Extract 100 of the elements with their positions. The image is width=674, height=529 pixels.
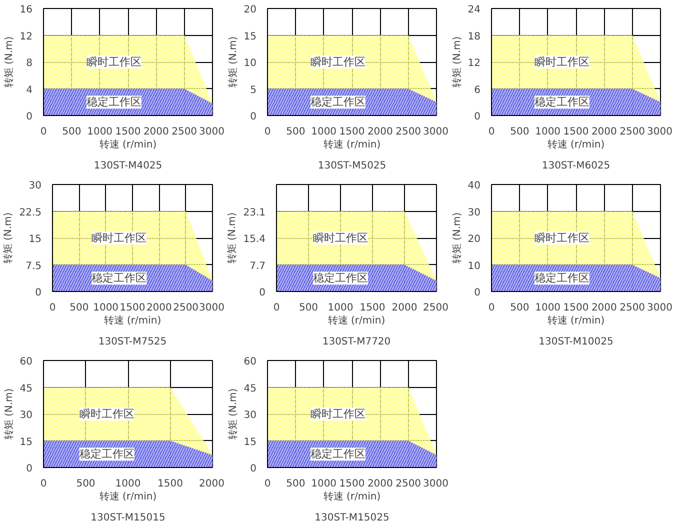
y-tick-label: 16 (20, 4, 33, 16)
series-label: 稳定工作区 (534, 96, 590, 109)
text: 130ST-M5025 (318, 160, 386, 172)
x-tick-label: 1000 (328, 302, 354, 314)
x-axis-title: 转速 (r/min) (99, 490, 157, 502)
y-tick-label: 0 (259, 288, 266, 298)
y-tick-label: 30 (28, 180, 42, 192)
x-tick-label: 2500 (173, 302, 199, 314)
y-tick-label: 15 (28, 234, 42, 245)
y-tick-label: 30 (20, 410, 33, 421)
text: 130ST-M15015 (90, 512, 166, 524)
x-tick-label: 500 (70, 302, 89, 314)
y-tick-label: 4 (26, 84, 33, 96)
x-tick-label: 2000 (367, 126, 393, 138)
y-tick-label: 20 (468, 234, 481, 245)
y-tick-label: 60 (244, 356, 257, 368)
x-tick-label: 2500 (423, 302, 449, 314)
x-tick-label: 500 (510, 302, 530, 314)
series-label: 稳定工作区 (79, 448, 134, 461)
y-tick-label: 22.5 (19, 207, 42, 218)
x-tick-label: 1000 (311, 478, 337, 490)
text: 130ST-M7525 (98, 336, 167, 348)
x-tick-label: 1000 (115, 478, 141, 490)
x-tick-label: 3000 (647, 302, 673, 314)
x-tick-label: 1000 (535, 302, 561, 314)
x-tick-label: 2000 (143, 126, 169, 138)
y-tick-label: 0 (474, 112, 481, 122)
y-tick-label: 40 (468, 180, 481, 192)
series-label: 稳定工作区 (86, 96, 142, 109)
x-tick-label: 500 (510, 126, 530, 138)
text: 130ST-M10025 (538, 336, 614, 348)
y-tick-label: 5 (250, 84, 257, 96)
x-tick-label: 1500 (115, 126, 141, 138)
x-tick-label: 500 (298, 302, 318, 314)
x-tick-label: 500 (62, 126, 82, 138)
y-axis-title: 转矩 (N.m) (226, 212, 238, 264)
x-tick-label: 1500 (120, 302, 146, 314)
y-tick-label: 15 (20, 436, 33, 448)
y-tick-label: 30 (244, 410, 257, 421)
y-tick-label: 60 (20, 356, 33, 368)
y-tick-label: 15.4 (243, 234, 266, 245)
y-tick-label: 20 (244, 4, 257, 16)
x-tick-label: 3000 (199, 302, 225, 314)
x-axis-title: 转速 (r/min) (547, 314, 605, 326)
x-tick-label: 1500 (360, 302, 386, 314)
series-label: 稳定工作区 (310, 448, 366, 461)
y-tick-label: 0 (26, 464, 33, 474)
series-label: 瞬时工作区 (313, 232, 368, 244)
y-tick-label: 6 (474, 84, 481, 96)
x-tick-label: 1500 (339, 478, 365, 490)
series-label: 稳定工作区 (313, 272, 368, 285)
x-tick-label: 2000 (591, 126, 617, 138)
x-tick-label: 1000 (93, 302, 119, 314)
y-tick-label: 12 (468, 58, 481, 69)
x-tick-label: 500 (286, 478, 306, 490)
y-axis-title: 转矩 (N.m) (2, 388, 15, 440)
x-tick-label: 500 (286, 126, 306, 138)
y-tick-label: 0 (250, 464, 257, 474)
y-axis-title: 转矩 (N.m) (2, 212, 14, 264)
y-tick-label: 24 (468, 4, 481, 16)
series-label: 稳定工作区 (534, 272, 590, 285)
x-tick-label: 3000 (423, 478, 449, 490)
text: 130ST-M4025 (94, 160, 162, 172)
text: 130ST-M15025 (314, 512, 390, 524)
series-label: 瞬时工作区 (79, 408, 134, 420)
x-tick-label: 2500 (620, 302, 646, 314)
x-tick-label: 1500 (158, 478, 183, 490)
x-tick-label: 2500 (620, 126, 646, 138)
x-tick-label: 2000 (199, 478, 225, 490)
x-axis-title: 转速 (r/min) (323, 490, 381, 502)
y-tick-label: 15 (244, 436, 257, 448)
y-tick-label: 18 (468, 31, 481, 42)
x-tick-label: 2000 (146, 302, 172, 314)
x-tick-label: 1000 (311, 126, 337, 138)
x-tick-label: 1000 (535, 126, 561, 138)
y-tick-label: 0 (26, 112, 33, 122)
x-tick-label: 2500 (396, 126, 422, 138)
x-tick-label: 1500 (563, 302, 589, 314)
x-tick-label: 0 (49, 302, 56, 314)
x-tick-label: 1000 (87, 126, 113, 138)
y-tick-label: 15 (244, 31, 257, 42)
x-tick-label: 2000 (392, 302, 418, 314)
y-axis-title: 转矩 (N.m) (226, 388, 239, 440)
x-axis-title: 转速 (r/min) (323, 138, 381, 150)
series-label: 瞬时工作区 (310, 408, 366, 420)
y-axis-title: 转矩 (N.m) (450, 36, 463, 88)
y-tick-label: 7.7 (250, 260, 266, 272)
y-axis-title: 转矩 (N.m) (450, 212, 463, 264)
y-tick-label: 45 (20, 383, 33, 394)
x-tick-label: 1500 (339, 126, 365, 138)
y-axis-title: 转矩 (N.m) (2, 36, 15, 88)
x-tick-label: 3000 (199, 126, 225, 138)
x-tick-label: 2500 (172, 126, 198, 138)
series-label: 瞬时工作区 (534, 232, 590, 244)
y-tick-label: 10 (244, 58, 257, 69)
text: 130ST-M6025 (542, 160, 610, 172)
x-tick-label: 3000 (647, 126, 673, 138)
y-tick-label: 8 (26, 58, 33, 69)
y-tick-label: 23.1 (243, 207, 266, 218)
x-tick-label: 1500 (563, 126, 589, 138)
